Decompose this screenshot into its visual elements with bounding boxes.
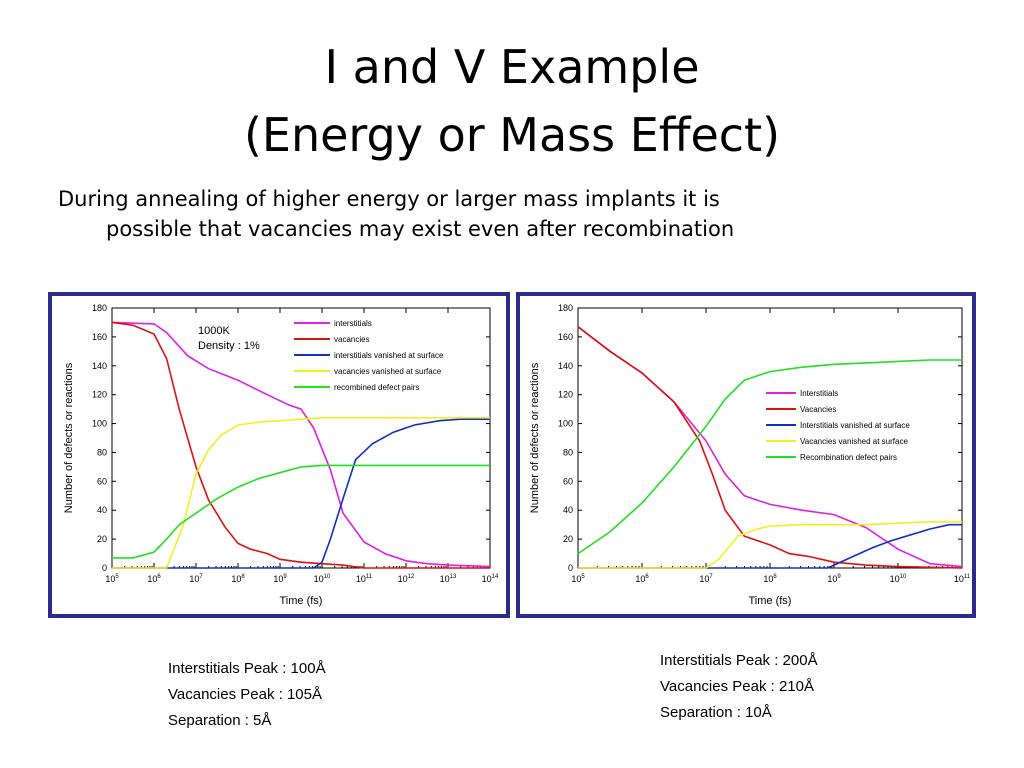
y-tick-label: 160 xyxy=(558,332,573,342)
x-tick-label: 106 xyxy=(147,574,161,584)
x-tick-label: 108 xyxy=(231,574,245,584)
caption-right-vacancies-peak: Vacancies Peak : 210Å xyxy=(660,678,814,695)
y-tick-label: 100 xyxy=(558,419,573,429)
x-tick-label: 1011 xyxy=(954,574,971,584)
legend-label-0: interstitials xyxy=(334,319,372,328)
bullet-line-2: possible that vacancies may exist even a… xyxy=(106,217,735,241)
x-tick-label: 105 xyxy=(105,574,119,584)
y-tick-label: 60 xyxy=(563,476,573,486)
x-tick-label: 108 xyxy=(763,574,777,584)
series-line-1 xyxy=(577,326,963,569)
caption-right-interstitials-peak: Interstitials Peak : 200Å xyxy=(660,652,818,669)
legend-label-4: recombined defect pairs xyxy=(334,383,419,392)
chart-frame-right: 0 20 40 60 80 100 120 140 160 180 105 106 107 108 109 1… xyxy=(516,292,976,618)
y-tick-label: 100 xyxy=(92,419,107,429)
y-tick-label: 0 xyxy=(568,563,573,573)
chart-frame-left: 0 20 40 60 80 100 120 140 160 180 105 106 107 108 109 1… xyxy=(48,292,510,618)
y-tick-label: 80 xyxy=(563,447,573,457)
x-tick-label: 1010 xyxy=(314,574,331,584)
chart-annotation-0: 1000K xyxy=(198,325,230,337)
x-tick-label: 1010 xyxy=(890,574,907,584)
y-axis-label: Number of defects or reactions xyxy=(63,362,75,513)
y-tick-label: 60 xyxy=(97,476,107,486)
x-tick-label: 105 xyxy=(571,574,585,584)
caption-right-separation: Separation : 10Å xyxy=(660,704,772,721)
x-tick-label: 1012 xyxy=(398,574,415,584)
x-tick-label: 106 xyxy=(635,574,649,584)
plot-area xyxy=(577,307,963,569)
y-tick-label: 180 xyxy=(92,303,107,313)
x-tick-label: 107 xyxy=(189,574,203,584)
series-line-1 xyxy=(111,321,490,569)
x-tick-label: 1014 xyxy=(482,574,499,584)
caption-right: Interstitials Peak : 200Å Vacancies Peak… xyxy=(660,648,818,726)
y-tick-label: 20 xyxy=(563,534,573,544)
series-line-2 xyxy=(578,523,962,569)
x-tick-label: 109 xyxy=(273,574,287,584)
legend-label-1: vacancies xyxy=(334,335,370,344)
bullet-text: During annealing of higher energy or lar… xyxy=(58,184,958,244)
legend-label-2: Interstitials vanished at surface xyxy=(800,421,910,430)
y-tick-label: 120 xyxy=(558,390,573,400)
y-axis-label: Number of defects or reactions xyxy=(529,362,541,513)
chart-left: 0 20 40 60 80 100 120 140 160 180 105 106 107 108 109 1… xyxy=(63,303,499,607)
legend-label-1: Vacancies xyxy=(800,405,836,414)
plot-area xyxy=(111,307,491,569)
x-axis-label: Time (fs) xyxy=(280,595,323,607)
caption-left-vacancies-peak: Vacancies Peak : 105Å xyxy=(168,686,322,703)
y-tick-label: 140 xyxy=(558,361,573,371)
y-tick-label: 140 xyxy=(92,361,107,371)
caption-left: Interstitials Peak : 100Å Vacancies Peak… xyxy=(168,656,326,734)
slide-title-line-2: (Energy or Mass Effect) xyxy=(243,108,781,162)
series-line-4 xyxy=(577,359,962,555)
y-tick-label: 180 xyxy=(558,303,573,313)
series-line-3 xyxy=(112,417,490,569)
series-line-3 xyxy=(578,521,962,569)
chart-right: 0 20 40 60 80 100 120 140 160 180 105 106 107 108 109 1… xyxy=(529,303,971,607)
slide-title-line-1: I and V Example xyxy=(324,40,700,94)
caption-left-interstitials-peak: Interstitials Peak : 100Å xyxy=(168,660,326,677)
y-tick-label: 40 xyxy=(97,505,107,515)
series-line-2 xyxy=(112,418,490,569)
x-tick-label: 109 xyxy=(827,574,841,584)
legend-label-2: interstitials vanished at surface xyxy=(334,351,444,360)
legend-label-3: vacancies vanished at surface xyxy=(334,367,442,376)
legend-label-0: Interstitials xyxy=(800,389,838,398)
x-tick-label: 107 xyxy=(699,574,713,584)
series-line-4 xyxy=(112,464,490,559)
y-tick-label: 20 xyxy=(97,534,107,544)
y-tick-label: 80 xyxy=(97,447,107,457)
caption-left-separation: Separation : 5Å xyxy=(168,712,272,729)
legend-label-4: Recombination defect pairs xyxy=(800,453,897,462)
bullet-line-1: During annealing of higher energy or lar… xyxy=(58,187,720,211)
x-tick-label: 1011 xyxy=(356,574,373,584)
y-tick-label: 160 xyxy=(92,332,107,342)
legend-label-3: Vacancies vanished at surface xyxy=(800,437,908,446)
y-tick-label: 40 xyxy=(563,505,573,515)
x-axis-label: Time (fs) xyxy=(749,595,792,607)
y-tick-label: 0 xyxy=(102,563,107,573)
x-tick-label: 1013 xyxy=(440,574,457,584)
chart-annotation-1: Density : 1% xyxy=(198,340,260,352)
y-tick-label: 120 xyxy=(92,390,107,400)
